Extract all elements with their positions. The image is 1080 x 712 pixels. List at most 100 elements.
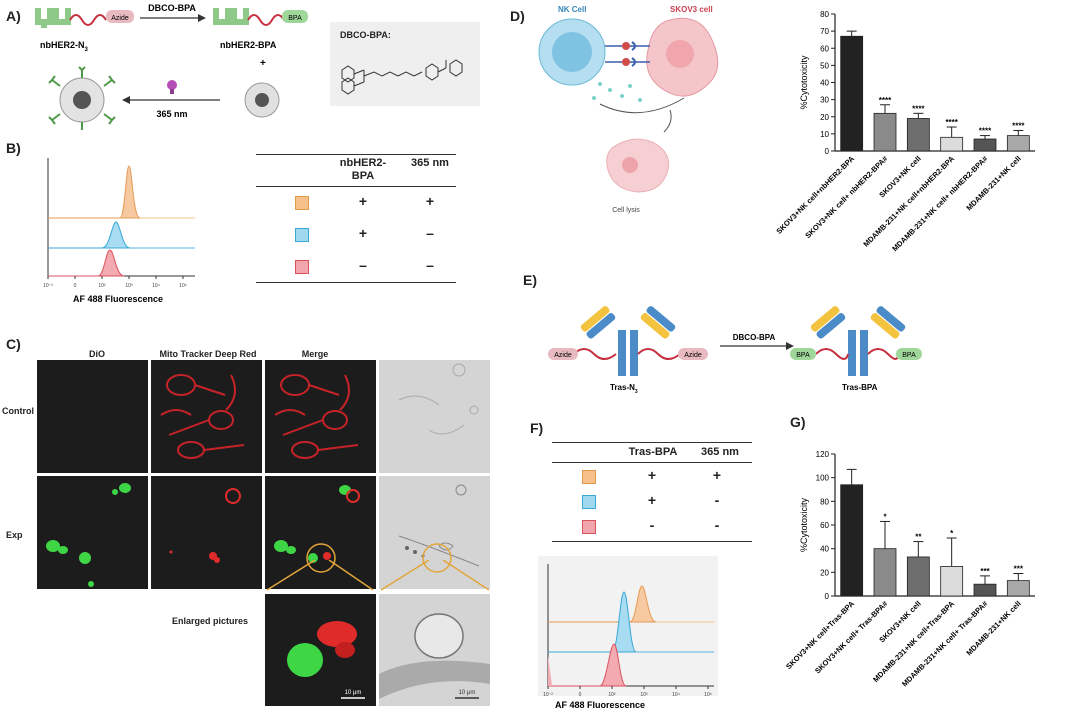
y-tick-label: 50 [820,61,829,70]
bar-2 [906,556,930,597]
y-tick-label: 80 [820,10,829,19]
y-axis-label: %Cytotoxicity [799,497,809,552]
significance-1: **** [879,96,892,105]
table-f-swatch-1 [582,495,596,509]
table-f-swatch-2 [582,520,596,534]
col-merge-label: Merge [301,349,329,359]
b-tick-label: 10⁵ [179,283,187,289]
y-axis-label: %Cytotoxicity [799,55,809,110]
control-merge-image [265,360,376,473]
tras-bpa-label: Tras-BPA [842,383,878,392]
f-tick-label: 10² [608,692,616,698]
significance-4: **** [979,127,992,136]
table-b-bottomline [256,282,456,283]
bar-1 [873,548,897,597]
table-b-cell-0-0: + [358,193,368,209]
y-tick-label: 40 [820,545,829,554]
azide-tag: Azide [111,15,129,22]
significance-3: * [950,529,954,538]
table-b-midline [256,186,456,187]
bar-4 [973,583,997,597]
table-f-cell-2-0: - [649,517,655,533]
histogram-peak-orange [48,165,141,219]
y-tick-label: 20 [820,113,829,122]
bar-4 [973,138,997,152]
nbher2-n3-label: nbHER2-N3 [40,40,89,53]
panel-g-bar-chart: 0 20 40 60 80 100 120 %Cytotoxicity SKOV3+NK cel… [784,450,1035,688]
cell-lysis-label: Cell lysis [612,207,640,214]
panel-a-scheme: Azide nbHER2-N3 DBCO-BPA BPA nbHER2-BPA … [35,3,308,130]
scale-bar-label: 10 μm [345,690,362,696]
y-tick-label: 10 [820,130,829,139]
significance-4: *** [980,567,990,576]
y-tick-label: 80 [820,497,829,506]
azide-left-tag: Azide [554,352,572,359]
panel-f-histogram: 10⁻² 0 10² 10³ 10⁴ 10⁵ AF 488 Fluorescence [543,564,714,710]
structure-title: DBCO-BPA: [340,30,391,40]
control-dio-image [37,360,148,473]
bar-5 [1006,135,1030,152]
col-mitotracker-label: Mito Tracker Deep Red [159,349,257,359]
panel-b-xlabel: AF 488 Fluorescence [73,294,163,304]
f-tick-label: 10⁻² [543,692,553,698]
bar-5 [1006,580,1030,597]
enlarged-brightfield-image: 10 μm [379,594,490,706]
b-tick-label: 10⁴ [152,283,160,289]
bpa-left-tag: BPA [796,352,810,359]
table-b-swatch-1 [295,228,309,242]
b-tick-label: 10⁻² [43,283,53,289]
panel-e-label: E) [523,272,537,288]
panel-a-label: A) [6,8,21,24]
bar-3 [940,136,964,152]
exp-mito-image [151,476,262,589]
table-b-cell-2-1: – [426,257,434,273]
panel-g-label: G) [790,414,806,430]
y-tick-label: 120 [816,450,830,459]
exp-dio-image [37,476,148,589]
bar-3 [940,566,964,597]
significance-5: **** [1012,121,1025,130]
bar-1 [873,112,897,152]
table-f-cell-0-1: + [712,467,722,483]
table-b-col1-header: nbHER2- BPA [339,157,387,182]
histogram-peak-red [48,249,125,277]
significance-3: **** [945,118,958,127]
control-mito-image [151,360,262,473]
table-f-cell-1-1: - [714,492,720,508]
bpa-right-tag: BPA [902,352,916,359]
y-tick-label: 0 [825,592,830,601]
bpa-tag: BPA [288,15,302,22]
y-tick-label: 0 [825,147,830,156]
table-b-cell-2-0: – [359,257,367,273]
significance-1: * [883,512,887,521]
panel-c-label: C) [6,336,21,352]
chemical-structure-icon [341,59,463,95]
table-f-cell-0-0: + [647,467,657,483]
panel-b-histogram: 10⁻² 0 10² 10³ 10⁴ 10⁵ AF 488 Fluorescence [43,158,195,304]
y-tick-label: 30 [820,96,829,105]
enlarged-merge-image: 10 μm [265,594,376,706]
antibody-left-icon [548,306,708,376]
table-f-col2-header: 365 nm [701,446,739,458]
table-b-col2-header: 365 nm [411,157,449,169]
y-tick-label: 20 [820,568,829,577]
f-tick-label: 10⁴ [672,692,680,698]
uv-label: 365 nm [156,109,187,119]
table-f-swatch-0 [582,470,596,484]
bar-2 [906,118,930,152]
bar-0 [840,484,864,597]
tras-n3-label: Tras-N3 [610,383,638,395]
reagent-label: DBCO-BPA [148,3,196,13]
y-tick-label: 60 [820,521,829,530]
f-tick-label: 10³ [640,692,648,698]
b-tick-label: 10³ [125,283,133,289]
significance-5: *** [1014,565,1024,574]
bar-0 [840,35,864,152]
panel-f-label: F) [530,420,544,436]
table-b-swatch-2 [295,260,309,274]
row-control-label: Control [2,406,34,416]
nk-cell-label: NK Cell [558,5,586,14]
significance-2: **** [912,104,925,113]
table-b-cell-0-1: + [425,193,435,209]
